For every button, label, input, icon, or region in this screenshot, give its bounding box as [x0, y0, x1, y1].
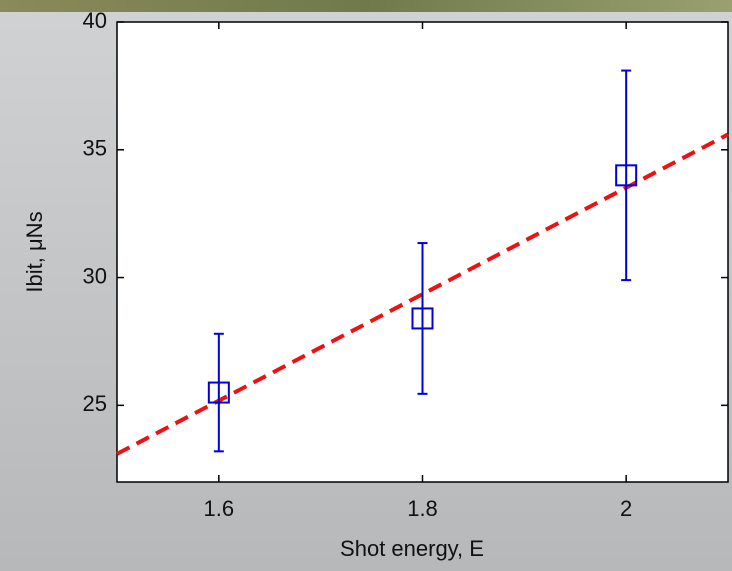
y-tick-label: 35	[83, 136, 107, 161]
y-tick-label: 40	[83, 8, 107, 33]
point	[615, 164, 638, 187]
x-tick-label: 2	[620, 496, 632, 521]
top-strip	[0, 0, 732, 12]
y-axis-label: Ibit, μNs	[22, 211, 47, 292]
point	[207, 381, 230, 404]
y-tick-label: 25	[83, 391, 107, 416]
x-tick-label: 1.8	[407, 496, 438, 521]
x-tick-label: 1.6	[204, 496, 235, 521]
y-tick-label: 30	[83, 263, 107, 288]
x-axis-label: Shot energy, E	[340, 536, 484, 561]
point	[411, 307, 434, 330]
